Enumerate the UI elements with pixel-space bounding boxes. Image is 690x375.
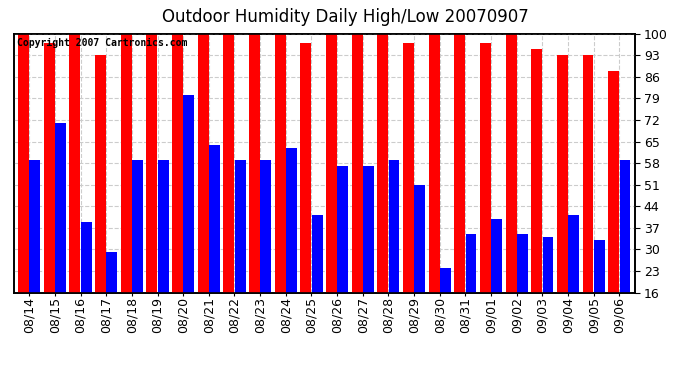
Bar [403,43,414,292]
Bar [235,160,246,292]
Bar [18,34,29,292]
Bar [609,71,619,292]
Bar [286,148,297,292]
Bar [531,49,542,292]
Bar [275,34,286,292]
Bar [337,166,348,292]
Bar [517,234,528,292]
Bar [583,56,593,292]
Bar [70,34,80,292]
Bar [377,34,388,292]
Bar [455,34,465,292]
Bar [121,34,132,292]
Bar [209,145,220,292]
Bar [542,237,553,292]
Bar [440,268,451,292]
Bar [132,160,143,292]
Bar [312,216,322,292]
Bar [55,123,66,292]
Bar [480,43,491,292]
Bar [44,43,55,292]
Bar [491,219,502,292]
Bar [352,34,362,292]
Bar [428,34,440,292]
Text: Outdoor Humidity Daily High/Low 20070907: Outdoor Humidity Daily High/Low 20070907 [161,8,529,26]
Bar [415,185,425,292]
Text: Copyright 2007 Cartronics.com: Copyright 2007 Cartronics.com [17,38,187,48]
Bar [249,34,260,292]
Bar [224,34,234,292]
Bar [388,160,400,292]
Bar [594,240,604,292]
Bar [466,234,477,292]
Bar [506,34,517,292]
Bar [557,56,568,292]
Bar [300,43,311,292]
Bar [30,160,40,292]
Bar [146,34,157,292]
Bar [569,216,579,292]
Bar [260,160,271,292]
Bar [198,34,208,292]
Bar [184,95,194,292]
Bar [363,166,374,292]
Bar [326,34,337,292]
Bar [158,160,168,292]
Bar [620,160,631,292]
Bar [106,252,117,292]
Bar [172,34,183,292]
Bar [95,56,106,292]
Bar [81,222,92,292]
